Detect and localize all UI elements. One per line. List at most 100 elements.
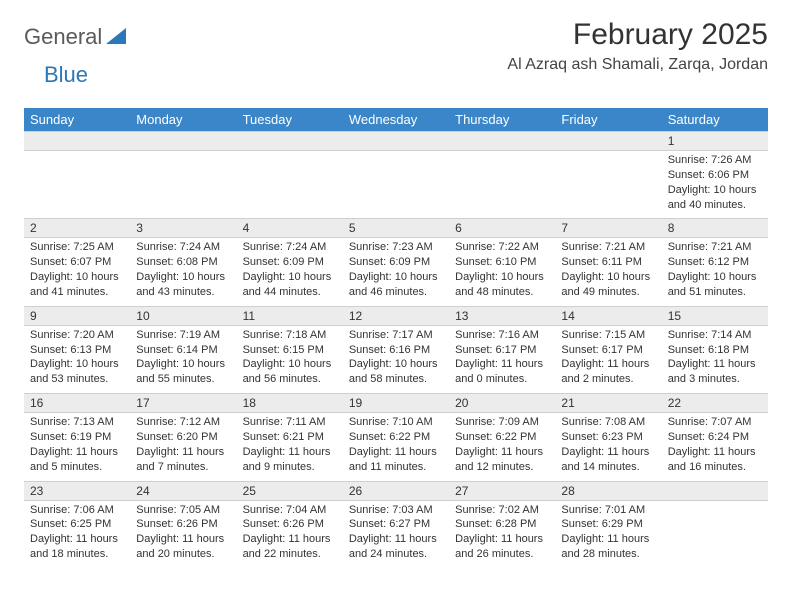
day1-text: Daylight: 11 hours [349, 445, 443, 460]
day-number: 1 [662, 132, 768, 151]
day-number: 17 [130, 394, 236, 413]
sunrise-text: Sunrise: 7:19 AM [136, 328, 230, 343]
sunset-text: Sunset: 6:22 PM [349, 430, 443, 445]
day2-text: and 26 minutes. [455, 547, 549, 562]
logo-sail-icon [106, 28, 128, 46]
day2-text: and 55 minutes. [136, 372, 230, 387]
day-number: 26 [343, 481, 449, 500]
day2-text: and 11 minutes. [349, 460, 443, 475]
sunrise-text: Sunrise: 7:02 AM [455, 503, 549, 518]
day-cell: Sunrise: 7:06 AMSunset: 6:25 PMDaylight:… [24, 500, 130, 568]
dayname-sat: Saturday [662, 108, 768, 132]
sunrise-text: Sunrise: 7:18 AM [243, 328, 337, 343]
content-row: Sunrise: 7:20 AMSunset: 6:13 PM Daylight:… [24, 325, 768, 393]
sunrise-text: Sunrise: 7:07 AM [668, 415, 762, 430]
sunset-text: Sunset: 6:23 PM [561, 430, 655, 445]
sunset-text: Sunset: 6:09 PM [349, 255, 443, 270]
day1-text: Daylight: 10 hours [349, 270, 443, 285]
day-number: 3 [130, 219, 236, 238]
day-cell: Sunrise: 7:23 AMSunset: 6:09 PMDaylight:… [343, 238, 449, 306]
dayname-thu: Thursday [449, 108, 555, 132]
day-cell [24, 151, 130, 219]
sunset-text: Sunset: 6:08 PM [136, 255, 230, 270]
logo: General [24, 24, 128, 50]
day2-text: and 20 minutes. [136, 547, 230, 562]
day-cell: Sunrise: 7:20 AMSunset: 6:13 PMDaylight:… [24, 325, 130, 393]
day1-text: Daylight: 11 hours [30, 445, 124, 460]
sunrise-text: Sunrise: 7:13 AM [30, 415, 124, 430]
sunrise-text: Sunrise: 7:15 AM [561, 328, 655, 343]
day-cell: Sunrise: 7:17 AMSunset: 6:16 PMDaylight:… [343, 325, 449, 393]
day1-text: Daylight: 10 hours [243, 270, 337, 285]
day-cell [130, 151, 236, 219]
day-cell: Sunrise: 7:13 AMSunset: 6:19 PMDaylight:… [24, 413, 130, 481]
sunset-text: Sunset: 6:07 PM [30, 255, 124, 270]
day-number [130, 132, 236, 151]
sunrise-text: Sunrise: 7:11 AM [243, 415, 337, 430]
day-number: 19 [343, 394, 449, 413]
sunset-text: Sunset: 6:17 PM [455, 343, 549, 358]
day2-text: and 58 minutes. [349, 372, 443, 387]
content-row: Sunrise: 7:06 AMSunset: 6:25 PMDaylight:… [24, 500, 768, 568]
day1-text: Daylight: 11 hours [455, 445, 549, 460]
sunset-text: Sunset: 6:21 PM [243, 430, 337, 445]
sunrise-text: Sunrise: 7:16 AM [455, 328, 549, 343]
day1-text: Daylight: 11 hours [561, 445, 655, 460]
day-cell: Sunrise: 7:21 AMSunset: 6:12 PMDaylight:… [662, 238, 768, 306]
dayname-mon: Monday [130, 108, 236, 132]
day1-text: Daylight: 11 hours [30, 532, 124, 547]
day1-text: Daylight: 10 hours [561, 270, 655, 285]
daynum-row: 9101112131415 [24, 306, 768, 325]
day-cell: Sunrise: 7:18 AMSunset: 6:15 PMDaylight:… [237, 325, 343, 393]
sunset-text: Sunset: 6:22 PM [455, 430, 549, 445]
day1-text: Daylight: 10 hours [668, 183, 762, 198]
sunrise-text: Sunrise: 7:23 AM [349, 240, 443, 255]
day2-text: and 28 minutes. [561, 547, 655, 562]
day1-text: Daylight: 11 hours [561, 357, 655, 372]
day2-text: and 22 minutes. [243, 547, 337, 562]
day-number: 14 [555, 306, 661, 325]
day2-text: and 16 minutes. [668, 460, 762, 475]
day-number: 18 [237, 394, 343, 413]
day-number: 5 [343, 219, 449, 238]
day2-text: and 24 minutes. [349, 547, 443, 562]
day1-text: Daylight: 11 hours [455, 532, 549, 547]
sunset-text: Sunset: 6:19 PM [30, 430, 124, 445]
day1-text: Daylight: 10 hours [243, 357, 337, 372]
day-number: 8 [662, 219, 768, 238]
sunset-text: Sunset: 6:13 PM [30, 343, 124, 358]
day2-text: and 56 minutes. [243, 372, 337, 387]
content-row: Sunrise: 7:25 AMSunset: 6:07 PMDaylight:… [24, 238, 768, 306]
day-cell [237, 151, 343, 219]
day-number: 22 [662, 394, 768, 413]
day-cell: Sunrise: 7:03 AMSunset: 6:27 PMDaylight:… [343, 500, 449, 568]
day-cell: Sunrise: 7:05 AMSunset: 6:26 PMDaylight:… [130, 500, 236, 568]
sunrise-text: Sunrise: 7:24 AM [136, 240, 230, 255]
day-number: 27 [449, 481, 555, 500]
sunrise-text: Sunrise: 7:20 AM [30, 328, 124, 343]
day-number: 10 [130, 306, 236, 325]
dayname-tue: Tuesday [237, 108, 343, 132]
sunset-text: Sunset: 6:26 PM [136, 517, 230, 532]
sunrise-text: Sunrise: 7:24 AM [243, 240, 337, 255]
day2-text: and 49 minutes. [561, 285, 655, 300]
day-cell: Sunrise: 7:02 AMSunset: 6:28 PMDaylight:… [449, 500, 555, 568]
sunrise-text: Sunrise: 7:14 AM [668, 328, 762, 343]
day-cell: Sunrise: 7:15 AMSunset: 6:17 PMDaylight:… [555, 325, 661, 393]
day-number [555, 132, 661, 151]
day2-text: and 2 minutes. [561, 372, 655, 387]
day1-text: Daylight: 10 hours [136, 357, 230, 372]
sunset-text: Sunset: 6:27 PM [349, 517, 443, 532]
logo-text-general: General [24, 24, 102, 50]
day-number: 23 [24, 481, 130, 500]
sunrise-text: Sunrise: 7:17 AM [349, 328, 443, 343]
sunset-text: Sunset: 6:28 PM [455, 517, 549, 532]
day-cell: Sunrise: 7:19 AMSunset: 6:14 PMDaylight:… [130, 325, 236, 393]
day-number: 24 [130, 481, 236, 500]
daynum-row: 1 [24, 132, 768, 151]
daynum-row: 2345678 [24, 219, 768, 238]
sunrise-text: Sunrise: 7:01 AM [561, 503, 655, 518]
content-row: Sunrise: 7:13 AMSunset: 6:19 PMDaylight:… [24, 413, 768, 481]
day-cell: Sunrise: 7:04 AMSunset: 6:26 PMDaylight:… [237, 500, 343, 568]
day-cell: Sunrise: 7:26 AMSunset: 6:06 PMDaylight:… [662, 151, 768, 219]
